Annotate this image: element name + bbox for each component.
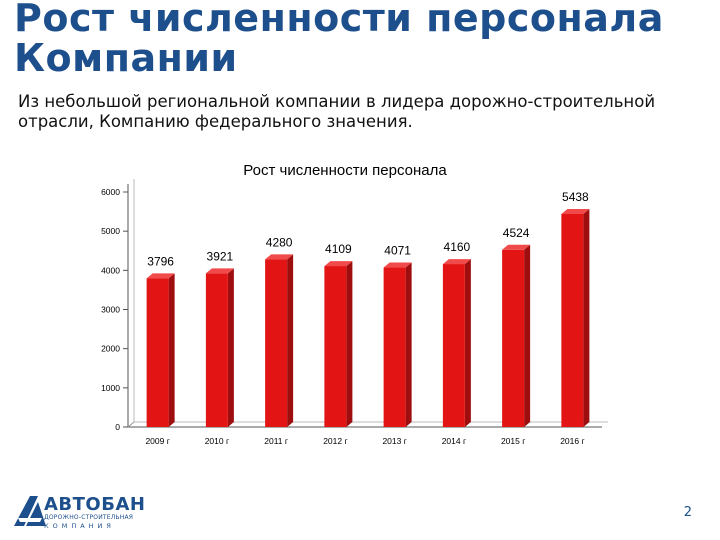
bar-value-label: 4280 xyxy=(266,235,293,249)
avtoban-logo-icon xyxy=(14,496,46,526)
bar-side xyxy=(346,261,353,427)
y-tick-label: 6000 xyxy=(101,187,120,197)
y-tick-label: 1000 xyxy=(101,383,120,393)
bar-side xyxy=(168,273,175,427)
logo-subtitle: ДОРОЖНО-СТРОИТЕЛЬНАЯ xyxy=(44,514,134,521)
y-tick-label: 0 xyxy=(115,422,120,432)
axis-depth-line xyxy=(127,421,135,428)
x-tick-label: 2010 г xyxy=(205,436,229,446)
x-tick-label: 2014 г xyxy=(442,436,466,446)
bar xyxy=(561,214,584,427)
page-number: 2 xyxy=(683,505,692,520)
slide-title-line1: Рост численности персонала xyxy=(14,0,664,40)
logo-company: КОМПАНИЯ xyxy=(44,522,115,530)
bar-side xyxy=(464,259,471,427)
bar-side xyxy=(583,209,590,427)
bar-value-label: 5438 xyxy=(562,190,589,204)
x-tick-label: 2009 г xyxy=(145,436,169,446)
bar-top xyxy=(561,209,590,215)
slide-title: Рост численности персонала Компании xyxy=(14,0,714,78)
bar-side xyxy=(287,254,294,427)
bar-value-label: 3921 xyxy=(207,249,234,263)
bar-side xyxy=(524,244,531,427)
slide-title-line2: Компании xyxy=(14,36,238,80)
y-tick-label: 2000 xyxy=(101,344,120,354)
bar xyxy=(146,278,169,427)
bar-value-label: 4071 xyxy=(384,244,411,258)
slide-subtitle: Из небольшой региональной компании в лид… xyxy=(18,92,708,132)
x-tick-label: 2015 г xyxy=(501,436,525,446)
bar-value-label: 4524 xyxy=(503,226,530,240)
bar-side xyxy=(405,262,412,427)
subtitle-line2: отрасли, Компанию федерального значения. xyxy=(18,112,413,131)
bar xyxy=(205,273,228,427)
bar xyxy=(324,266,347,427)
bar-side xyxy=(227,268,234,427)
y-tick-label: 3000 xyxy=(101,305,120,315)
bar-value-label: 4109 xyxy=(325,242,352,256)
logo-text: АВТОБАН ДОРОЖНО-СТРОИТЕЛЬНАЯ КОМПАНИЯ xyxy=(44,494,146,531)
bar-top xyxy=(442,259,471,265)
x-tick-label: 2011 г xyxy=(264,436,288,446)
bar-top xyxy=(205,268,234,274)
bar xyxy=(383,267,406,427)
x-tick-label: 2016 г xyxy=(560,436,584,446)
bar-top xyxy=(383,262,412,268)
bar-top xyxy=(324,261,353,267)
bar-top xyxy=(265,254,294,260)
x-tick-label: 2013 г xyxy=(382,436,406,446)
headcount-bar-chart: Рост численности персонала 0 1000 2000 3000 4… xyxy=(101,162,608,446)
y-tick-label: 4000 xyxy=(101,265,120,275)
bar xyxy=(265,259,288,427)
bar-top xyxy=(502,244,531,250)
bar-value-label: 3796 xyxy=(147,254,174,268)
chart-title: Рост численности персонала xyxy=(243,162,447,179)
subtitle-line1: Из небольшой региональной компании в лид… xyxy=(18,92,656,111)
bar-value-label: 4160 xyxy=(444,240,471,254)
logo-name: АВТОБАН xyxy=(44,494,146,515)
bar-top xyxy=(146,273,175,279)
bar xyxy=(442,264,465,427)
bar xyxy=(502,249,525,427)
y-tick-label: 5000 xyxy=(101,226,120,236)
x-tick-label: 2012 г xyxy=(323,436,347,446)
